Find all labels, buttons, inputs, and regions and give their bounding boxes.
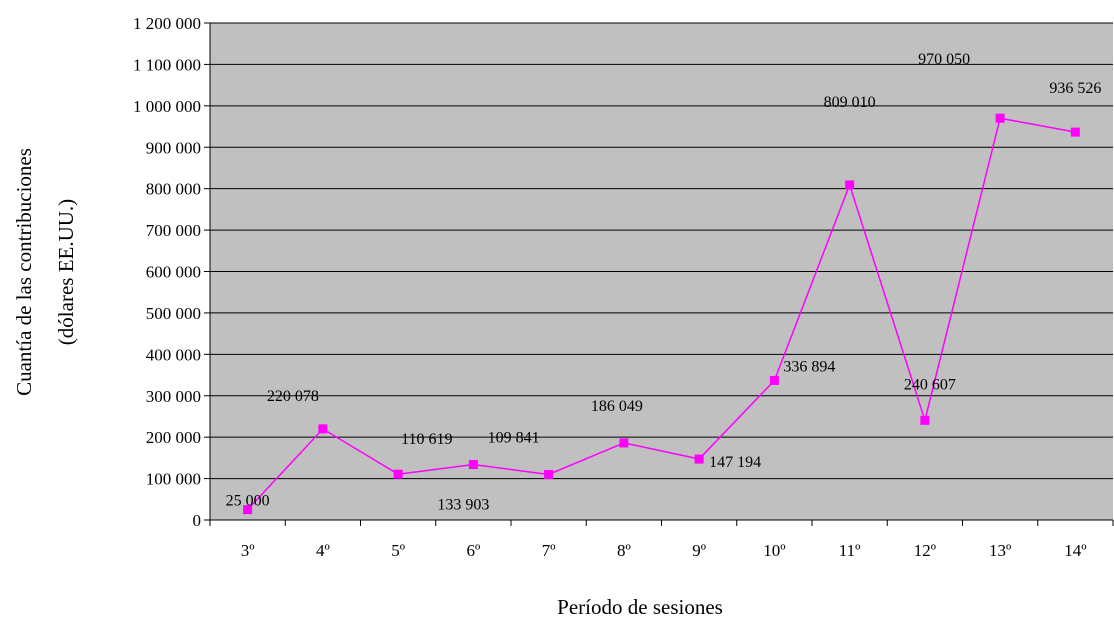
data-point-marker bbox=[619, 438, 628, 447]
data-label: 186 049 bbox=[591, 398, 643, 415]
x-axis-ticks: 3º 4º 5º 6º 7º 8º 9º 10º 11º 12º 13º 14º bbox=[210, 520, 1113, 560]
y-tick-label: 0 bbox=[193, 511, 202, 530]
x-tick-label: 3º bbox=[241, 541, 255, 560]
x-tick-label: 4º bbox=[316, 541, 330, 560]
x-tick-label: 10º bbox=[763, 541, 785, 560]
y-tick-label: 500 000 bbox=[146, 304, 201, 323]
x-tick-label: 9º bbox=[692, 541, 706, 560]
y-tick-label: 900 000 bbox=[146, 138, 201, 157]
x-tick-label: 14º bbox=[1064, 541, 1086, 560]
y-tick-label: 700 000 bbox=[146, 221, 201, 240]
data-label: 936 526 bbox=[1049, 80, 1101, 97]
data-point-marker bbox=[318, 424, 327, 433]
data-label: 809 010 bbox=[824, 94, 876, 111]
y-tick-label: 400 000 bbox=[146, 345, 201, 364]
x-tick-label: 5º bbox=[391, 541, 405, 560]
y-tick-label: 100 000 bbox=[146, 470, 201, 489]
data-point-marker bbox=[1071, 128, 1080, 137]
data-label: 109 841 bbox=[488, 430, 540, 447]
x-tick-label: 12º bbox=[914, 541, 936, 560]
x-tick-label: 6º bbox=[466, 541, 480, 560]
x-tick-label: 8º bbox=[617, 541, 631, 560]
data-label: 240 607 bbox=[904, 376, 956, 393]
data-point-marker bbox=[920, 416, 929, 425]
data-label: 133 903 bbox=[437, 497, 489, 514]
y-tick-label: 600 000 bbox=[146, 263, 201, 282]
y-axis-title-line-1: Cuantía de las contribuciones bbox=[12, 148, 36, 396]
data-point-marker bbox=[845, 180, 854, 189]
y-axis-title: Cuantía de las contribuciones (dólares E… bbox=[12, 148, 78, 396]
data-point-marker bbox=[770, 376, 779, 385]
data-point-marker bbox=[996, 114, 1005, 123]
data-label: 25 000 bbox=[226, 493, 270, 510]
data-point-marker bbox=[469, 460, 478, 469]
data-label: 220 078 bbox=[267, 388, 319, 405]
data-point-marker bbox=[544, 470, 553, 479]
x-tick-label: 11º bbox=[839, 541, 861, 560]
y-tick-label: 200 000 bbox=[146, 428, 201, 447]
data-point-marker bbox=[695, 455, 704, 464]
data-label: 970 050 bbox=[918, 51, 970, 68]
x-axis-title: Período de sesiones bbox=[557, 595, 723, 619]
y-tick-label: 800 000 bbox=[146, 180, 201, 199]
data-label: 110 619 bbox=[401, 431, 452, 448]
y-tick-label: 1 100 000 bbox=[133, 55, 201, 74]
y-tick-label: 1 200 000 bbox=[133, 14, 201, 33]
y-tick-label: 1 000 000 bbox=[133, 97, 201, 116]
data-label: 147 194 bbox=[709, 454, 761, 471]
y-axis-title-line-2: (dólares EE.UU.) bbox=[54, 199, 78, 345]
data-label: 336 894 bbox=[783, 358, 835, 375]
y-axis-ticks: 0 100 000 200 000 300 000 400 000 500 000 600 … bbox=[133, 14, 210, 530]
y-tick-label: 300 000 bbox=[146, 387, 201, 406]
data-point-marker bbox=[394, 470, 403, 479]
x-tick-label: 7º bbox=[542, 541, 556, 560]
x-tick-label: 13º bbox=[989, 541, 1011, 560]
